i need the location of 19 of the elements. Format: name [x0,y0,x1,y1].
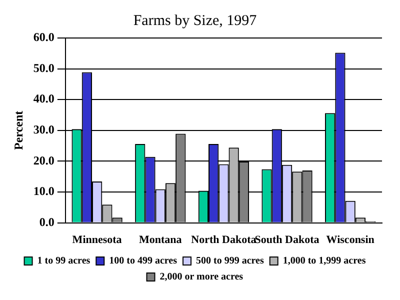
y-tick-label: 40.0 [33,92,54,106]
legend-label: 2,000 or more acres [160,272,244,283]
legend-label: 1,000 to 1,999 acres [282,256,366,267]
x-tick-label: North Dakota [191,234,257,246]
x-tick-label: South Dakota [254,234,320,246]
y-tick-label: 10.0 [33,184,54,198]
y-tick-label: 60.0 [33,30,54,44]
legend-label: 1 to 99 acres [37,256,90,267]
y-axis-title: Percent [11,110,26,150]
legend-label: 500 to 999 acres [196,256,264,267]
chart-title: Farms by Size, 1997 [133,12,258,29]
y-tick-label: 30.0 [33,122,54,136]
x-tick-label: Wisconsin [326,234,374,246]
legend-label: 100 to 499 acres [109,256,178,267]
y-tick-label: 50.0 [33,60,54,75]
y-tick-label: 0.0 [39,214,54,229]
y-tick-label: 20.0 [33,153,54,168]
x-tick-label: Montana [138,234,182,246]
x-tick-label: Minnesota [72,234,122,246]
